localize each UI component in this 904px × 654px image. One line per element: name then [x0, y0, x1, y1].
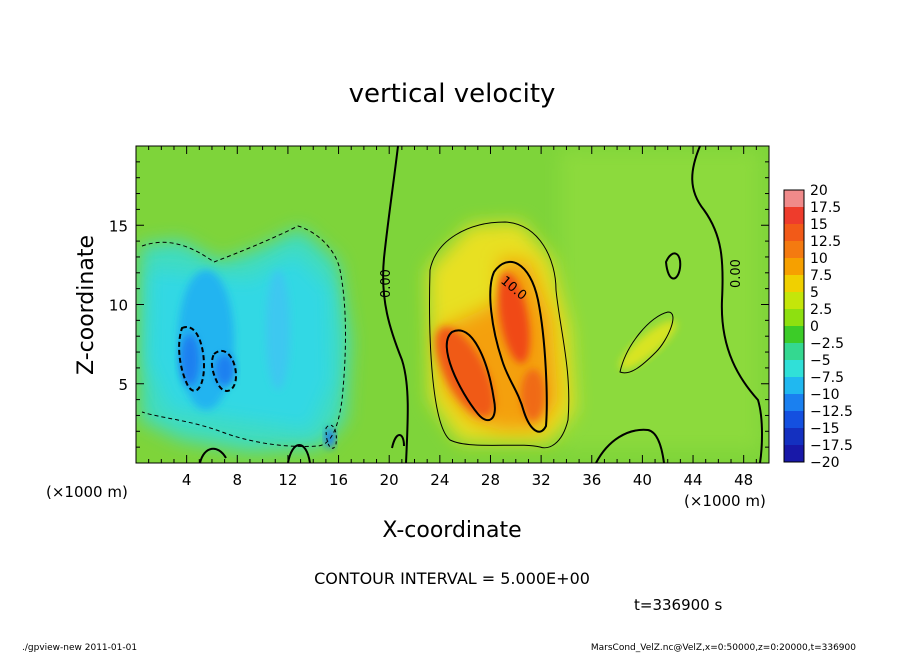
x-tick-label: 12: [278, 471, 297, 489]
colorbar-label: 0: [810, 319, 819, 335]
field-light-band: [560, 150, 760, 450]
x-tick-label: 36: [582, 471, 601, 489]
contour-dashed-core-1: [178, 326, 206, 392]
contour-zero-bottom-4: [391, 434, 405, 449]
x-tick-label: 20: [380, 471, 399, 489]
y-tick-label: 15: [109, 217, 128, 235]
time-label: t=336900 s: [634, 596, 722, 614]
colorbar-label: 15: [810, 217, 828, 233]
colorbar-swatch: [784, 394, 804, 411]
x-axis: 4 8 12 16 20 24 28 32 36 40 44 48: [148, 146, 757, 489]
contour-dashed-core-3: [325, 424, 337, 449]
x-tick-label: 32: [532, 471, 551, 489]
colorbar-swatch: [784, 224, 804, 241]
colorbar-swatch: [784, 377, 804, 394]
colorbar-label: 20: [810, 183, 828, 199]
updraft-core-left: [435, 326, 495, 418]
contour-interval-label: CONTOUR INTERVAL = 5.000E+00: [314, 569, 590, 588]
contour-zero-left: [382, 146, 409, 463]
colorbar-label: −2.5: [810, 336, 844, 352]
x-axis-label: X-coordinate: [382, 518, 521, 543]
colorbar-label: −7.5: [810, 370, 844, 386]
x-tick-label: 44: [683, 471, 702, 489]
plot-area: 0.00 10.0 0.00: [136, 146, 769, 463]
y-tick-label: 10: [109, 297, 128, 315]
colorbar-label: 10: [810, 251, 828, 267]
chart-title: vertical velocity: [349, 79, 556, 109]
colorbar-swatch: [784, 207, 804, 224]
x-tick-label: 24: [430, 471, 449, 489]
contour-ten-left: [445, 329, 496, 422]
colorbar-label: −5: [810, 353, 831, 369]
contour-dashed-outer: [141, 225, 346, 447]
colorbar-swatch: [784, 343, 804, 360]
x-tick-label: 28: [481, 471, 500, 489]
colorbar-swatch: [784, 258, 804, 275]
colorbar-swatch: [784, 275, 804, 292]
colorbar-label: −10: [810, 387, 840, 403]
footer-left: ./gpview-new 2011-01-01: [22, 643, 137, 653]
colorbar-swatch: [784, 241, 804, 258]
secondary-updraft: [619, 320, 677, 370]
y-tick-label: 5: [118, 376, 128, 394]
x-tick-label: 16: [329, 471, 348, 489]
contour-zero-right: [691, 146, 763, 463]
colorbar-label: 17.5: [810, 200, 841, 216]
x-tick-label: 4: [182, 471, 192, 489]
updraft-core-lower: [521, 369, 545, 421]
x-unit-label-right: (×1000 m): [684, 492, 766, 510]
downdraft-streak-2: [266, 270, 290, 390]
colorbar-label: 5: [810, 285, 819, 301]
colorbar-label: −17.5: [810, 438, 853, 454]
colorbar-swatch: [784, 292, 804, 309]
downdraft-core-1: [180, 334, 200, 386]
colorbar-label: 12.5: [810, 234, 841, 250]
contour-zero-bottom-2: [287, 444, 311, 463]
contour-lines: [141, 146, 763, 463]
colorbar-swatch: [784, 309, 804, 326]
colorbar-swatch: [784, 411, 804, 428]
contour-five-secondary: [619, 311, 674, 374]
contour-ten-right: [489, 261, 548, 433]
colorbar-label: −20: [810, 455, 840, 471]
contour-zero-bottom-3: [595, 428, 665, 463]
contour-zero-bottom-1: [199, 447, 227, 463]
colorbar-swatch: [784, 360, 804, 377]
x-tick-label: 8: [233, 471, 243, 489]
downdraft-core-2: [215, 354, 235, 386]
downdraft-region: [140, 228, 350, 452]
contour-five-updraft: [429, 221, 570, 449]
downdraft-mid: [148, 255, 332, 430]
contour-dashed-core-2: [210, 349, 238, 392]
x-tick-label: 48: [734, 471, 753, 489]
colorbar-swatch: [784, 190, 804, 207]
contour-label-right: 0.00: [729, 259, 744, 288]
y-axis: 5 10 15: [109, 161, 769, 448]
colorbar-label: 7.5: [810, 268, 832, 284]
colorbar-frame: [783, 189, 805, 463]
colorbar: 2017.51512.5107.552.50−2.5−5−7.5−10−12.5…: [783, 183, 853, 471]
colorbar-label: 2.5: [810, 302, 832, 318]
colorbar-swatch: [784, 326, 804, 343]
contour-zero-island-1: [664, 252, 682, 280]
colorbar-swatch: [784, 445, 804, 462]
footer-right: MarsCond_VelZ.nc@VelZ,x=0:50000,z=0:2000…: [591, 643, 856, 653]
x-unit-label-left: (×1000 m): [46, 483, 128, 501]
colorbar-label: −12.5: [810, 404, 853, 420]
colorbar-swatch: [784, 428, 804, 445]
x-tick-label: 40: [633, 471, 652, 489]
updraft-core-right: [498, 272, 530, 364]
contour-label-left: 0.00: [379, 269, 394, 298]
y-axis-label: Z-coordinate: [74, 235, 99, 375]
colorbar-label: −15: [810, 421, 840, 437]
